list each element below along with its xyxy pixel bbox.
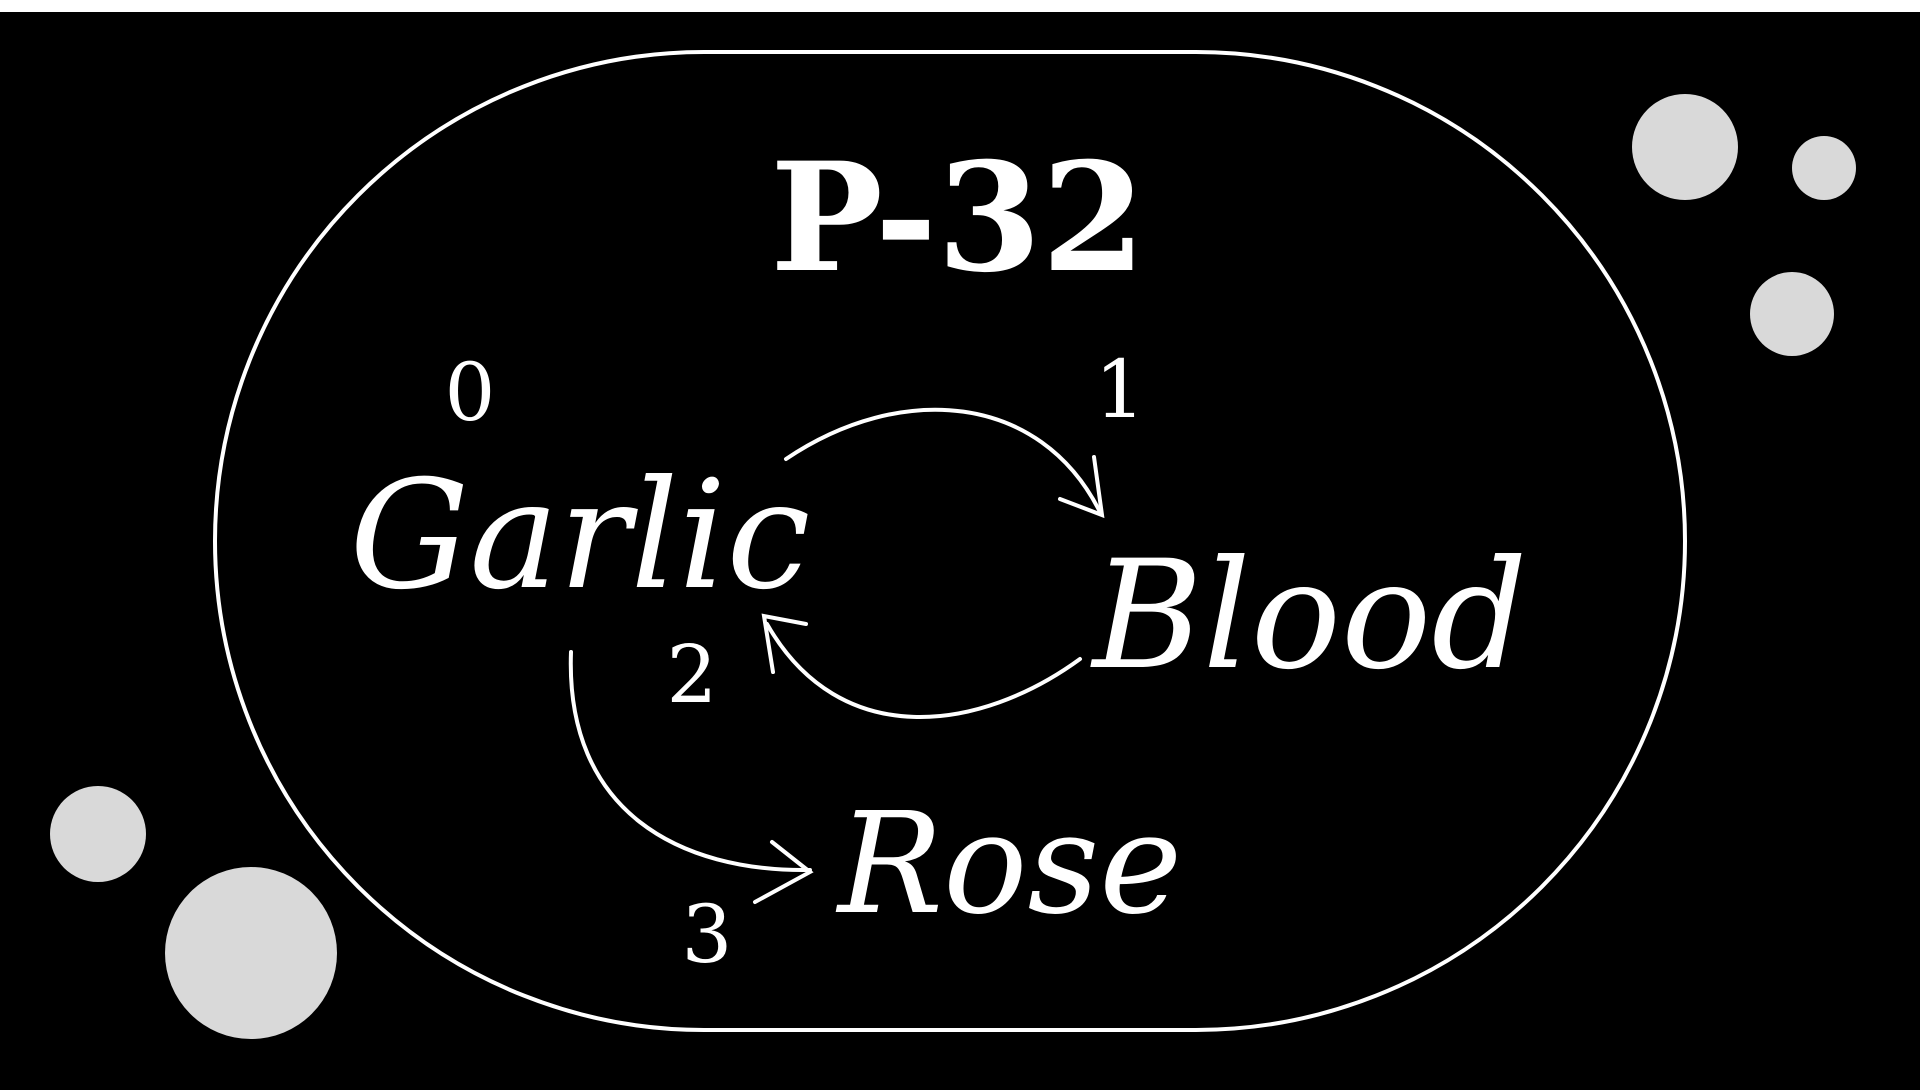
arrows — [568, 407, 1105, 904]
node-rose: Rose — [835, 783, 1182, 946]
edge-label-1: 1 — [1095, 343, 1146, 436]
node-blood: Blood — [1090, 529, 1528, 703]
arrow-garlic-to-blood — [784, 407, 1105, 519]
bubble-circle — [50, 786, 146, 882]
bubble-circle — [1750, 272, 1834, 356]
edge-label-2: 2 — [667, 628, 718, 721]
arrow-blood-to-garlic — [761, 613, 1082, 719]
edge-label-3: 3 — [682, 888, 733, 981]
slide-background: P-32 Garlic Blood Rose 0 1 2 3 — [0, 12, 1920, 1090]
node-garlic: Garlic — [350, 449, 811, 623]
bubble-circle — [1632, 94, 1738, 200]
page-title: P-32 — [770, 130, 1146, 306]
bubble-circle — [165, 867, 337, 1039]
bubble-circle — [1792, 136, 1856, 200]
cycle-diagram: P-32 Garlic Blood Rose 0 1 2 3 — [50, 50, 1856, 1039]
edge-label-0: 0 — [445, 346, 496, 439]
arrow-garlic-to-rose — [568, 650, 814, 904]
stadium-frame — [213, 50, 1687, 1032]
decorative-bubbles — [50, 94, 1856, 1039]
